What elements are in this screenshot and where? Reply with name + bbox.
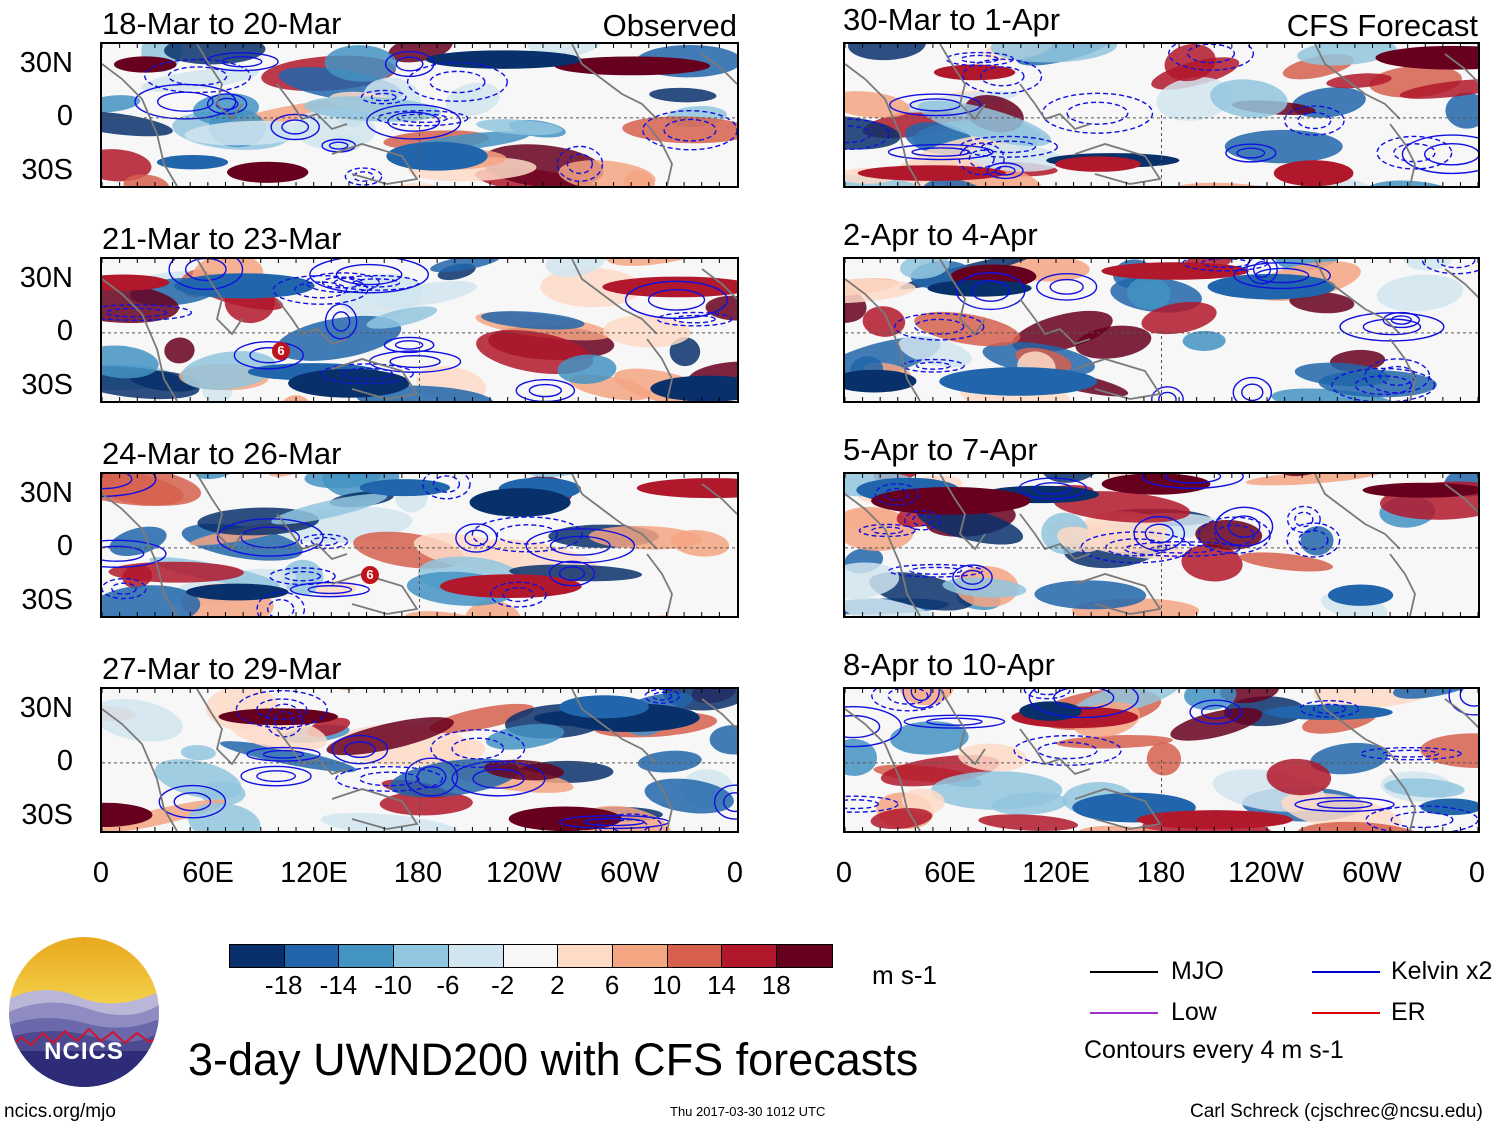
logo-text: NCICS bbox=[44, 1038, 124, 1065]
legend-kelvin-line bbox=[1312, 971, 1380, 973]
contour-note: Contours every 4 m s-1 bbox=[1084, 1036, 1344, 1064]
colorbar-swatch bbox=[503, 945, 559, 967]
colorbar-units: m s-1 bbox=[872, 960, 937, 990]
colorbar-swatch bbox=[394, 945, 449, 967]
lon-label: 180 bbox=[1136, 857, 1186, 889]
lon-label: 60W bbox=[1342, 857, 1402, 889]
colorbar-swatch bbox=[448, 945, 504, 967]
map-panel-obs-3 bbox=[100, 472, 739, 618]
lat-label-0: 0 bbox=[56, 745, 73, 777]
colorbar-tick-label: -18 bbox=[264, 970, 303, 1000]
lon-label: 120E bbox=[280, 857, 348, 889]
panel-title-obs-3: 24-Mar to 26-Mar bbox=[102, 436, 342, 471]
lat-label-30s: 30S bbox=[21, 584, 73, 616]
lon-label: 120E bbox=[1022, 857, 1090, 889]
lat-label-0: 0 bbox=[56, 315, 73, 347]
legend-er-line bbox=[1312, 1012, 1380, 1014]
lat-label-30n: 30N bbox=[19, 262, 73, 294]
map-panel-fcst-3 bbox=[843, 472, 1480, 618]
colorbar-tick-label: 14 bbox=[707, 970, 736, 1000]
legend-low-label: Low bbox=[1171, 998, 1217, 1026]
footer-author: Carl Schreck (cjschrec@ncsu.edu) bbox=[1190, 1101, 1483, 1122]
storm-marker-2: 6 bbox=[361, 566, 379, 584]
colorbar-swatch bbox=[613, 945, 668, 967]
legend-mjo-line bbox=[1090, 971, 1158, 973]
colorbar-swatch bbox=[284, 945, 340, 967]
ncics-logo: NCICS bbox=[9, 937, 159, 1087]
panel-title-fcst-3: 5-Apr to 7-Apr bbox=[843, 432, 1038, 467]
lat-label-0: 0 bbox=[56, 530, 73, 562]
lat-label-0: 0 bbox=[56, 100, 73, 132]
panel-title-obs-2: 21-Mar to 23-Mar bbox=[102, 221, 342, 256]
colorbar-swatch bbox=[339, 945, 395, 967]
map-panel-fcst-2 bbox=[843, 257, 1480, 403]
colorbar bbox=[229, 944, 833, 968]
lon-label: 0 bbox=[92, 857, 110, 889]
observed-label: Observed bbox=[602, 8, 737, 43]
map-panel-obs-4 bbox=[100, 687, 739, 833]
panel-title-fcst-1: 30-Mar to 1-Apr bbox=[843, 2, 1061, 37]
colorbar-tick-label: -2 bbox=[491, 970, 515, 1000]
lon-label: 60E bbox=[924, 857, 976, 889]
map-panel-obs-2 bbox=[100, 257, 739, 403]
colorbar-tick-label: 2 bbox=[550, 970, 565, 1000]
map-panel-fcst-1 bbox=[843, 42, 1480, 188]
cfs-forecast-label: CFS Forecast bbox=[1286, 8, 1478, 43]
lon-label: 120W bbox=[486, 857, 562, 889]
colorbar-swatch bbox=[558, 945, 614, 967]
lon-label: 0 bbox=[726, 857, 744, 889]
lon-label: 180 bbox=[393, 857, 443, 889]
legend-er-label: ER bbox=[1391, 998, 1426, 1026]
lon-label: 60W bbox=[600, 857, 660, 889]
lon-label: 60E bbox=[182, 857, 234, 889]
main-title: 3-day UWND200 with CFS forecasts bbox=[188, 1034, 919, 1085]
colorbar-tick-label: -10 bbox=[374, 970, 412, 1000]
lat-label-30n: 30N bbox=[19, 692, 73, 724]
map-panel-obs-1 bbox=[100, 42, 739, 188]
colorbar-swatch bbox=[667, 945, 723, 967]
colorbar-tick-label: 10 bbox=[652, 970, 682, 1000]
colorbar-swatch bbox=[722, 945, 778, 967]
colorbar-tick-label: -14 bbox=[319, 970, 358, 1000]
storm-marker-1: 6 bbox=[272, 342, 290, 360]
colorbar-swatch bbox=[230, 945, 285, 967]
legend-mjo-label: MJO bbox=[1171, 957, 1224, 985]
footer-url: ncics.org/mjo bbox=[4, 1101, 116, 1122]
lon-label: 120W bbox=[1228, 857, 1304, 889]
map-panel-fcst-4 bbox=[843, 687, 1480, 833]
lat-label-30n: 30N bbox=[19, 47, 73, 79]
colorbar-tick-label: 18 bbox=[761, 970, 791, 1000]
footer-timestamp: Thu 2017-03-30 1012 UTC bbox=[670, 1104, 826, 1119]
colorbar-swatch bbox=[777, 945, 832, 967]
panel-title-fcst-4: 8-Apr to 10-Apr bbox=[843, 647, 1055, 682]
legend-kelvin-label: Kelvin x2 bbox=[1391, 957, 1493, 985]
lon-label: 0 bbox=[835, 857, 853, 889]
lat-label-30s: 30S bbox=[21, 369, 73, 401]
panel-title-obs-4: 27-Mar to 29-Mar bbox=[102, 651, 342, 686]
legend-low-line bbox=[1090, 1012, 1158, 1014]
colorbar-tick-label: -6 bbox=[436, 970, 460, 1000]
lat-label-30s: 30S bbox=[21, 154, 73, 186]
panel-title-fcst-2: 2-Apr to 4-Apr bbox=[843, 217, 1038, 252]
colorbar-tick-label: 6 bbox=[604, 970, 620, 1000]
lat-label-30s: 30S bbox=[21, 799, 73, 831]
lat-label-30n: 30N bbox=[19, 477, 73, 509]
lon-label: 0 bbox=[1468, 857, 1486, 889]
panel-title-obs-1: 18-Mar to 20-Mar bbox=[102, 6, 342, 41]
